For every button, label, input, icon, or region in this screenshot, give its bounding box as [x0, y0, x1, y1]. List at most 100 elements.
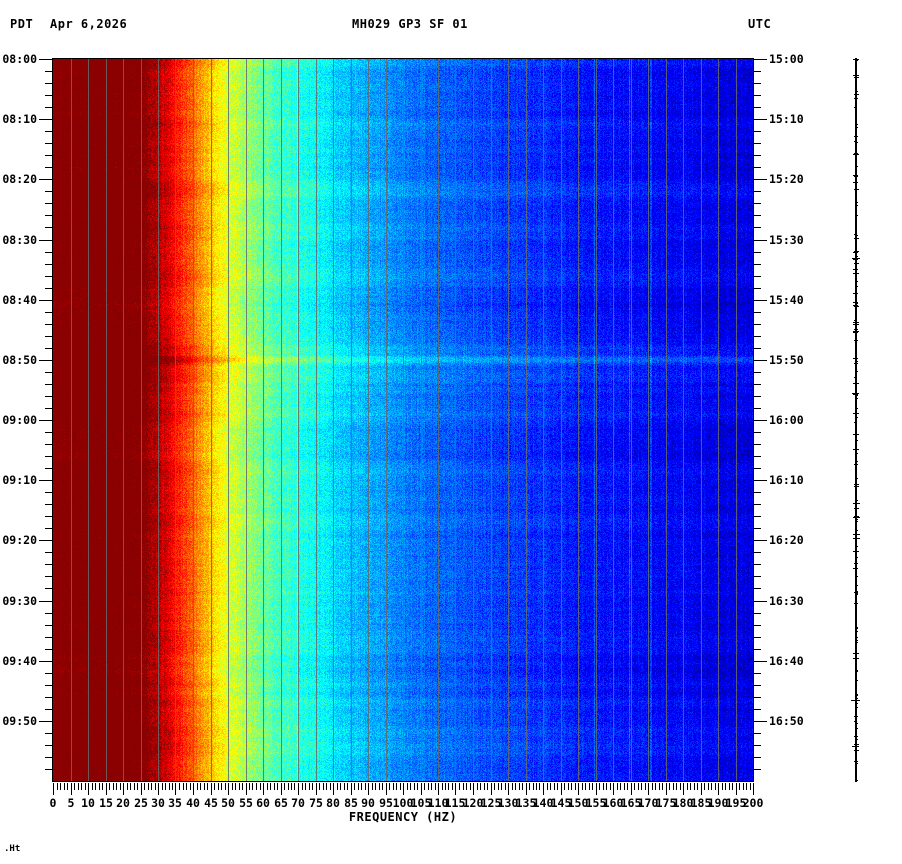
time-tick-minor [754, 432, 761, 433]
frequency-tick-minor [393, 783, 394, 790]
time-tick-minor [45, 95, 52, 96]
frequency-tick-minor [634, 783, 635, 790]
header-timezone-left: PDT [10, 17, 34, 31]
frequency-tick-major [193, 783, 194, 795]
time-tick-major [754, 300, 767, 301]
time-tick-minor [45, 576, 52, 577]
frequency-tick-minor [354, 783, 355, 790]
time-tick-minor [45, 167, 52, 168]
frequency-tick-label: 30 [151, 796, 165, 810]
frequency-tick-major [718, 783, 719, 795]
time-tick-label: 09:00 [2, 413, 37, 427]
time-tick-minor [754, 504, 761, 505]
time-tick-label: 16:20 [769, 533, 804, 547]
time-tick-label: 09:40 [2, 654, 37, 668]
frequency-tick-minor [249, 783, 250, 790]
time-tick-minor [45, 264, 52, 265]
time-tick-minor [754, 492, 761, 493]
time-tick-minor [754, 336, 761, 337]
frequency-tick-minor [274, 783, 275, 790]
frequency-tick-minor [305, 783, 306, 790]
frequency-tick-major [473, 783, 474, 795]
frequency-tick-minor [347, 783, 348, 790]
time-tick-minor [45, 131, 52, 132]
time-tick-label: 08:50 [2, 353, 37, 367]
frequency-tick-minor [74, 783, 75, 790]
frequency-tick-minor [515, 783, 516, 790]
frequency-tick-minor [302, 783, 303, 790]
time-tick-minor [45, 155, 52, 156]
frequency-tick-major [438, 783, 439, 795]
header-date: Apr 6,2026 [50, 17, 128, 31]
time-tick-minor [45, 107, 52, 108]
frequency-tick-minor [697, 783, 698, 790]
frequency-tick-label: 65 [274, 796, 288, 810]
frequency-tick-minor [57, 783, 58, 790]
frequency-tick-minor [92, 783, 93, 790]
frequency-tick-minor [134, 783, 135, 790]
frequency-tick-minor [554, 783, 555, 790]
amplitude-trace-canvas [826, 58, 886, 782]
frequency-tick-major [508, 783, 509, 795]
time-tick-minor [45, 203, 52, 204]
frequency-tick-major [368, 783, 369, 795]
frequency-tick-minor [676, 783, 677, 790]
time-tick-minor [754, 131, 761, 132]
time-tick-minor [45, 673, 52, 674]
time-tick-minor [45, 191, 52, 192]
frequency-tick-minor [186, 783, 187, 790]
frequency-tick-minor [127, 783, 128, 790]
frequency-tick-minor [81, 783, 82, 790]
frequency-tick-major [53, 783, 54, 795]
time-tick-major [754, 240, 767, 241]
frequency-tick-label: 180 [672, 796, 694, 810]
time-tick-minor [45, 408, 52, 409]
time-tick-major [754, 480, 767, 481]
time-tick-minor [45, 588, 52, 589]
frequency-tick-minor [477, 783, 478, 790]
time-tick-minor [754, 456, 761, 457]
frequency-tick-major [211, 783, 212, 795]
time-tick-major [39, 601, 52, 602]
time-tick-major [39, 661, 52, 662]
frequency-tick-label: 130 [497, 796, 519, 810]
frequency-tick-minor [337, 783, 338, 790]
frequency-tick-label: 25 [134, 796, 148, 810]
frequency-tick-minor [445, 783, 446, 790]
frequency-tick-major [526, 783, 527, 795]
time-tick-minor [754, 637, 761, 638]
frequency-tick-minor [694, 783, 695, 790]
frequency-tick-label: 110 [427, 796, 449, 810]
time-tick-minor [45, 227, 52, 228]
time-tick-major [754, 540, 767, 541]
spectrogram-plot[interactable] [52, 58, 754, 782]
frequency-tick-label: 70 [291, 796, 305, 810]
time-tick-minor [45, 649, 52, 650]
frequency-tick-minor [750, 783, 751, 790]
frequency-tick-minor [410, 783, 411, 790]
frequency-tick-minor [340, 783, 341, 790]
spectrogram-canvas [53, 59, 753, 781]
frequency-tick-minor [372, 783, 373, 790]
time-axis-pdt: 08:00 08:10 08:20 08:30 08:40 08:50 09:00 09:10… [0, 52, 52, 782]
frequency-tick-minor [99, 783, 100, 790]
frequency-tick-minor [592, 783, 593, 790]
frequency-tick-minor [466, 783, 467, 790]
frequency-tick-minor [533, 783, 534, 790]
frequency-tick-minor [536, 783, 537, 790]
frequency-tick-label: 175 [655, 796, 677, 810]
frequency-tick-minor [732, 783, 733, 790]
time-tick-minor [754, 649, 761, 650]
time-tick-minor [45, 745, 52, 746]
frequency-tick-minor [557, 783, 558, 790]
frequency-tick-major [683, 783, 684, 795]
frequency-tick-minor [319, 783, 320, 790]
time-tick-label: 15:10 [769, 112, 804, 126]
time-tick-minor [754, 348, 761, 349]
frequency-tick-major [386, 783, 387, 795]
frequency-tick-minor [379, 783, 380, 790]
time-tick-minor [754, 733, 761, 734]
frequency-tick-minor [358, 783, 359, 790]
frequency-tick-minor [375, 783, 376, 790]
time-tick-minor [754, 384, 761, 385]
